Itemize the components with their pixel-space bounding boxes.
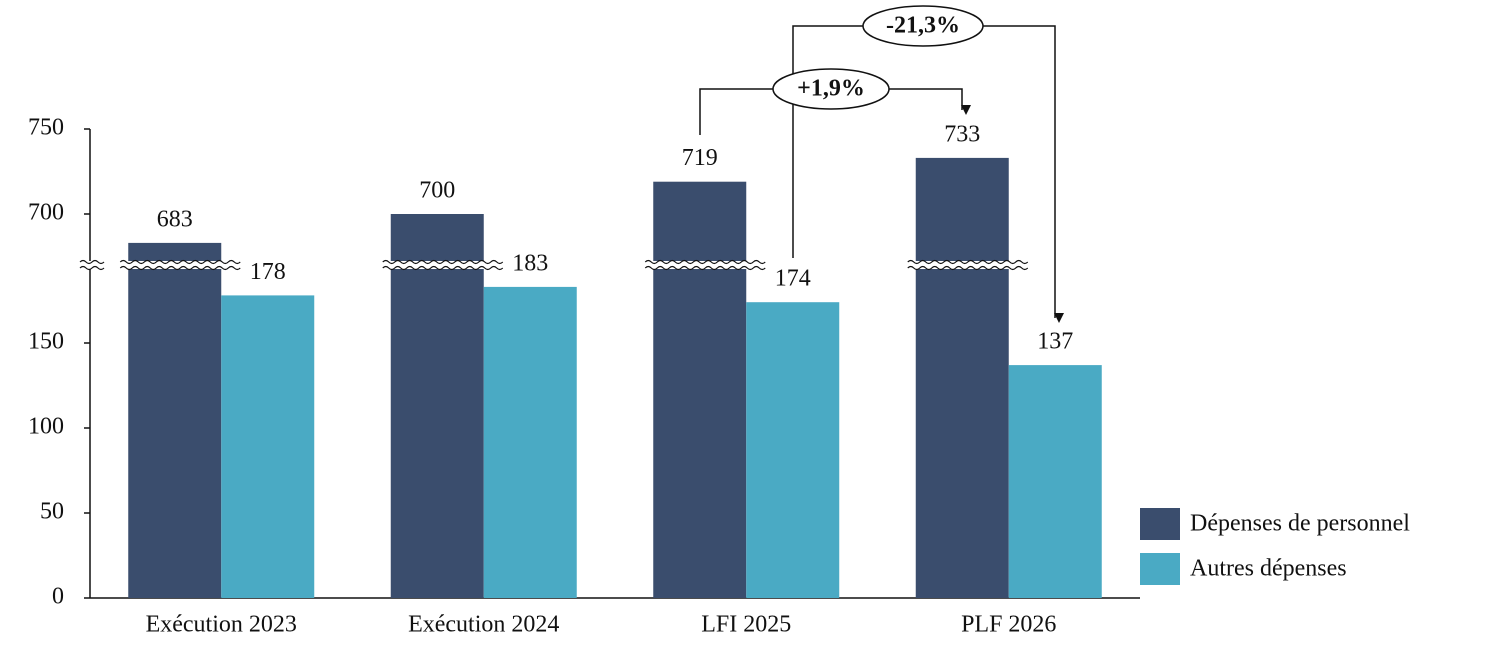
bar — [915, 157, 1009, 598]
bar-break — [119, 259, 241, 271]
break-gap — [120, 261, 224, 269]
bar — [653, 181, 747, 598]
value-label: 683 — [157, 206, 193, 232]
annotations: +1,9% -21,3% — [699, 5, 1064, 323]
bar-break — [907, 259, 1029, 271]
x-tick-label: Exécution 2024 — [408, 612, 559, 638]
x-tick-label: Exécution 2023 — [146, 612, 297, 638]
value-label: 719 — [682, 145, 718, 171]
break-gap — [382, 261, 486, 269]
axis-break-gap — [80, 261, 100, 269]
x-tick-label: LFI 2025 — [701, 612, 791, 638]
x-tick-label: PLF 2026 — [961, 612, 1056, 638]
break-gap — [645, 261, 749, 269]
y-tick-label: 100 — [28, 414, 64, 440]
value-label: 733 — [944, 121, 980, 147]
axis-break — [79, 259, 105, 271]
bar-break — [644, 259, 766, 271]
bar — [221, 295, 315, 598]
value-label: 183 — [512, 250, 548, 276]
break-gap — [907, 261, 1011, 269]
value-label: 137 — [1037, 329, 1073, 355]
y-tick-label: 150 — [28, 329, 64, 355]
value-label: 700 — [419, 178, 455, 204]
bar — [1008, 365, 1102, 598]
bar-break — [382, 259, 504, 271]
bar — [128, 242, 222, 598]
annotation: +1,9% — [797, 76, 865, 102]
bar — [390, 214, 484, 598]
value-label: 178 — [250, 259, 286, 285]
annotation-bubble — [772, 68, 890, 110]
y-tick-label: 700 — [28, 200, 64, 226]
bar — [483, 286, 577, 598]
legend-swatch — [1140, 508, 1180, 540]
annotation-bubble — [862, 5, 984, 47]
legend-label: Autres dépenses — [1190, 556, 1347, 582]
legend-label: Dépenses de personnel — [1190, 511, 1410, 537]
bar — [746, 302, 840, 598]
y-tick-label: 750 — [28, 115, 64, 141]
y-tick-label: 0 — [52, 584, 64, 610]
value-label: 174 — [775, 266, 811, 292]
annotation: -21,3% — [886, 13, 960, 39]
y-tick-label: 50 — [40, 499, 64, 525]
legend-swatch — [1140, 553, 1180, 585]
